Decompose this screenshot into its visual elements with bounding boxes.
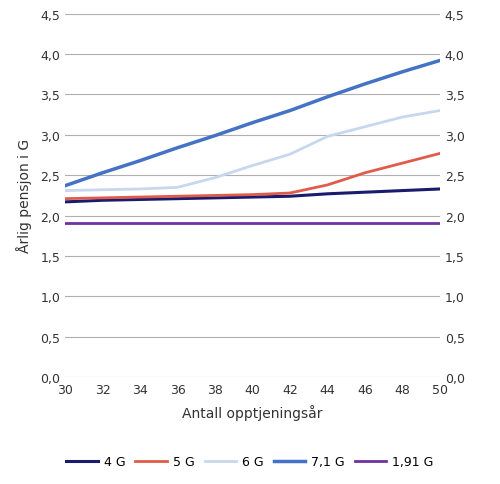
6 G [250,163,256,169]
6 G [400,115,406,121]
Line: 4 G: 4 G [65,190,440,202]
4 G [250,195,256,200]
Line: 6 G: 6 G [65,111,440,191]
1,91 G [250,221,256,227]
4 G [212,196,218,201]
1,91 G [437,221,443,227]
6 G [212,175,218,181]
5 G [287,191,293,197]
1,91 G [174,221,180,227]
5 G [62,197,68,202]
6 G [287,152,293,158]
5 G [137,195,143,200]
4 G [174,197,180,202]
4 G [100,198,105,204]
6 G [174,185,180,191]
6 G [437,108,443,114]
1,91 G [137,221,143,227]
Line: 5 G: 5 G [65,154,440,199]
7,1 G [62,183,68,189]
4 G [62,199,68,205]
1,91 G [287,221,293,227]
1,91 G [62,221,68,227]
6 G [362,124,368,130]
7,1 G [212,134,218,139]
Y-axis label: Årlig pensjon i G: Årlig pensjon i G [16,139,32,253]
4 G [287,194,293,200]
1,91 G [324,221,330,227]
7,1 G [100,170,105,176]
7,1 G [324,95,330,101]
7,1 G [287,108,293,114]
1,91 G [362,221,368,227]
4 G [324,192,330,197]
X-axis label: Antall opptjeningsår: Antall opptjeningsår [182,404,323,420]
6 G [324,134,330,140]
6 G [100,187,105,193]
7,1 G [174,146,180,151]
6 G [62,188,68,194]
5 G [437,151,443,157]
5 G [212,193,218,199]
Legend: 4 G, 5 G, 6 G, 7,1 G, 1,91 G: 4 G, 5 G, 6 G, 7,1 G, 1,91 G [61,450,439,473]
5 G [324,182,330,188]
1,91 G [400,221,406,227]
4 G [437,187,443,193]
7,1 G [400,70,406,76]
1,91 G [212,221,218,227]
7,1 G [137,158,143,164]
4 G [400,188,406,194]
4 G [137,197,143,203]
1,91 G [100,221,105,227]
Line: 7,1 G: 7,1 G [65,61,440,186]
7,1 G [362,82,368,88]
7,1 G [250,121,256,126]
5 G [250,192,256,198]
5 G [100,196,105,201]
5 G [174,194,180,200]
6 G [137,187,143,193]
5 G [400,161,406,166]
7,1 G [437,59,443,64]
4 G [362,190,368,196]
5 G [362,170,368,176]
